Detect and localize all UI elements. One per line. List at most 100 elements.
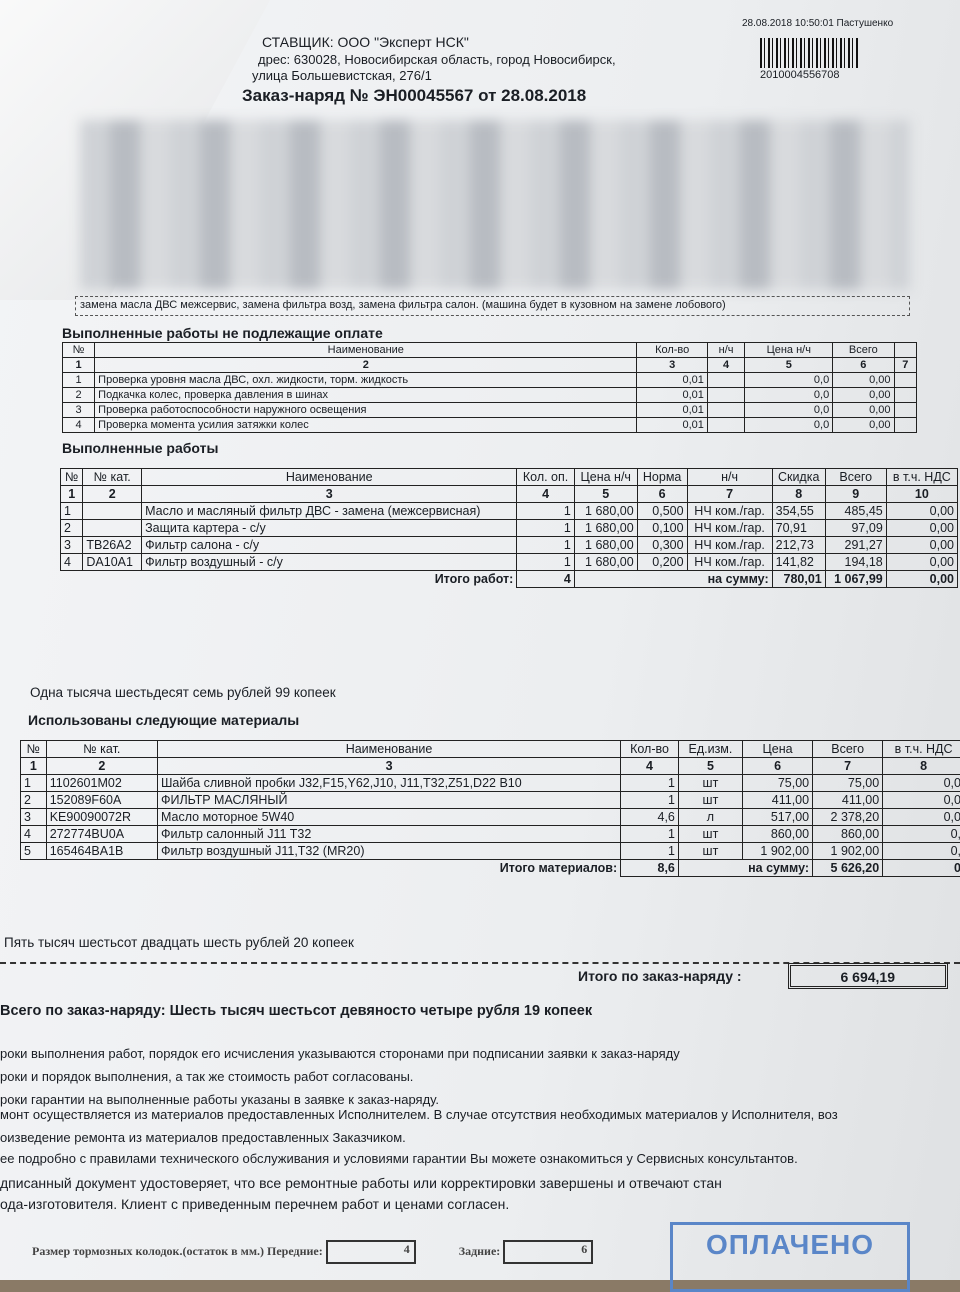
column-number: 3 [142,486,517,503]
table-cell: 4 [63,418,95,433]
column-number: 8 [772,486,825,503]
column-number: 4 [707,358,744,373]
column-number: 2 [46,758,157,775]
column-number: 3 [637,358,707,373]
table-cell: 1 680,00 [574,537,637,554]
term-line: роки гарантии на выполненные работы указ… [0,1092,439,1107]
column-header: Кол. оп. [517,469,574,486]
table-cell: 2 [61,520,83,537]
table-cell: Фильтр салонный J11 T32 [157,826,620,843]
table-cell: 0,01 [637,418,707,433]
table-cell: 1 680,00 [574,520,637,537]
table-cell: 0,0 [745,388,833,403]
column-number: 1 [61,486,83,503]
table-cell: Подкачка колес, проверка давления в шина… [95,388,637,403]
table-cell [83,520,142,537]
column-header: в т.ч. НДС [886,469,957,486]
table-cell: 0,00 [886,554,957,571]
table-cell: шт [678,826,742,843]
table-cell: 0,00 [886,520,957,537]
column-header: Норма [637,469,687,486]
term-line: оизведение ремонта из материалов предост… [0,1130,406,1145]
front-pads-value: 4 [326,1240,416,1264]
table-cell: KE90090072R [46,809,157,826]
redacted-customer-info [80,120,910,290]
column-header: Кол-во [621,741,679,758]
table-cell: 0,500 [637,503,687,520]
grand-total-value: 6 694,19 [788,963,948,989]
table-cell: 1 [621,843,679,860]
column-number: 1 [63,358,95,373]
column-header: № [61,469,83,486]
table-cell: 2 [21,792,47,809]
column-number: 10 [886,486,957,503]
table-cell: 0,0 [883,775,960,792]
column-header: № кат. [46,741,157,758]
table-cell: 0,0 [745,418,833,433]
term-line: дписанный документ удостоверяет, что все… [0,1175,722,1191]
column-number: 8 [883,758,960,775]
table-cell: 4 [21,826,47,843]
table-cell [707,373,744,388]
column-header: Всего [825,469,886,486]
column-header: Всего [813,741,883,758]
column-header [894,343,917,358]
column-number: 7 [687,486,772,503]
table-cell: 212,73 [772,537,825,554]
table-cell: 1 902,00 [742,843,812,860]
table-cell: 1 [21,775,47,792]
table-cell [894,418,917,433]
column-header: Всего [833,343,894,358]
table-cell: 194,18 [825,554,886,571]
rear-pads-value: 6 [503,1240,593,1264]
table-cell: НЧ ком./гар. [687,503,772,520]
table-cell: НЧ ком./гар. [687,520,772,537]
table-cell: 2 [63,388,95,403]
column-number: 3 [157,758,620,775]
table-cell: 0,01 [637,373,707,388]
table-cell: л [678,809,742,826]
column-number: 6 [833,358,894,373]
brake-pads-row: Размер тормозных колодок.(остаток в мм.)… [32,1240,593,1264]
table-cell: 1 [517,554,574,571]
column-header: н/ч [687,469,772,486]
table-cell: 75,00 [742,775,812,792]
table-cell: НЧ ком./гар. [687,554,772,571]
table-cell: 75,00 [813,775,883,792]
table-cell: 70,91 [772,520,825,537]
works-total-qty: 4 [517,571,574,588]
column-number: 2 [83,486,142,503]
free-works-title: Выполненные работы не подлежащие оплате [62,325,383,341]
table-cell: 0,00 [833,373,894,388]
table-cell: Проверка работоспособности наружного осв… [95,403,637,418]
column-header: Ед.изм. [678,741,742,758]
address-line-2: улица Большевистская, 276/1 [252,68,432,83]
table-cell: ФИЛЬТР МАСЛЯНЫЙ [157,792,620,809]
table-cell: 0,00 [833,388,894,403]
works-total-sum: 1 067,99 [825,571,886,588]
materials-sum-in-words: Пять тысяч шестьсот двадцать шесть рубле… [4,935,354,950]
table-cell: TB26A2 [83,537,142,554]
barcode-number: 2010004556708 [760,69,840,81]
column-number: 7 [894,358,917,373]
table-cell [894,373,917,388]
table-cell: 97,09 [825,520,886,537]
table-cell: 0,00 [886,503,957,520]
table-cell: Фильтр салона - с/у [142,537,517,554]
column-number: 5 [678,758,742,775]
works-title: Выполненные работы [62,440,218,456]
table-cell: 411,00 [813,792,883,809]
column-header: Цена [742,741,812,758]
column-header: Цена н/ч [745,343,833,358]
table-cell: 860,00 [813,826,883,843]
column-number: 7 [813,758,883,775]
